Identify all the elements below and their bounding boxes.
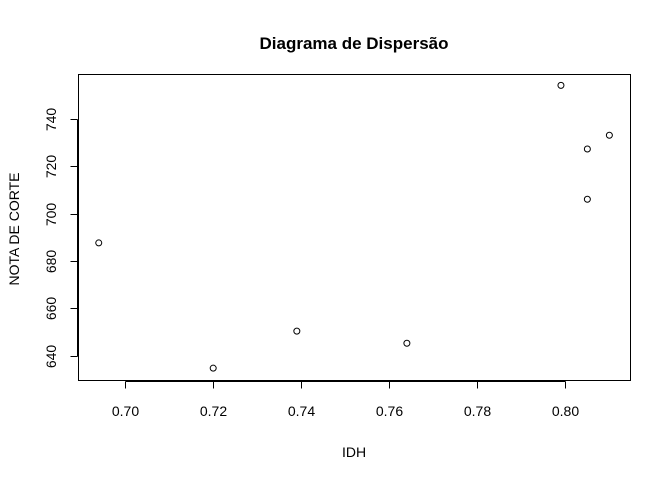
data-point [403,339,411,347]
chart-title: Diagrama de Dispersão [260,34,449,53]
y-axis-label: NOTA DE CORTE [6,172,22,285]
data-points [95,81,613,372]
y-tick-label: 660 [43,297,59,321]
x-tick-label: 0.72 [200,403,227,419]
y-tick-label: 640 [43,345,59,369]
data-point [95,239,103,247]
y-axis: 640 660 680 700 720 740 [43,108,78,369]
y-tick-label: 740 [43,108,59,132]
x-tick-label: 0.74 [288,403,315,419]
x-tick-label: 0.70 [112,403,139,419]
data-point [583,195,591,203]
y-tick-label: 700 [43,203,59,227]
x-tick-label: 0.78 [464,403,491,419]
data-point [583,145,591,153]
x-tick-label: 0.80 [552,403,579,419]
data-point [293,327,301,335]
x-axis: 0.70 0.72 0.74 0.76 0.78 0.80 [112,381,579,419]
y-tick-label: 680 [43,250,59,274]
plot-frame [78,74,631,381]
x-axis-label: IDH [342,444,366,460]
y-tick-label: 720 [43,155,59,179]
x-tick-label: 0.76 [376,403,403,419]
data-point [209,364,217,372]
data-point [605,131,613,139]
data-point [557,81,565,89]
